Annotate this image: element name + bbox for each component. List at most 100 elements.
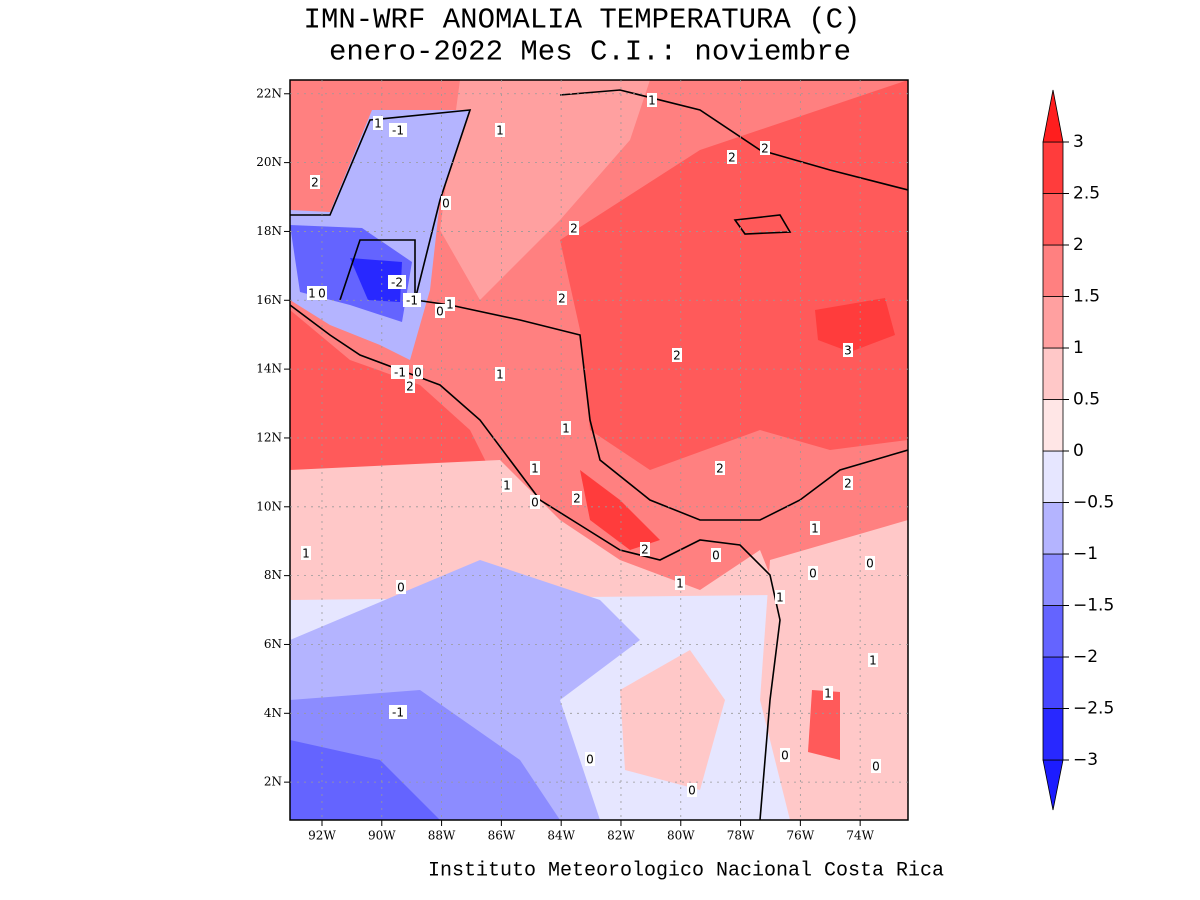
contour-label-bg xyxy=(672,348,682,362)
lat-tick-label: 22N xyxy=(256,86,282,100)
field-mild xyxy=(440,80,650,300)
lon-tick-label: 90W xyxy=(368,829,396,843)
colorbar-swatch xyxy=(1042,708,1064,761)
contour-label-bg xyxy=(687,783,697,797)
contour-label-bg xyxy=(711,548,721,562)
contour-label-bg xyxy=(823,686,833,700)
contour-label-bg xyxy=(388,275,406,289)
contour-label: 2 xyxy=(311,176,319,190)
colorbar-arrow-high xyxy=(1042,89,1064,143)
lat-tick-label: 10N xyxy=(256,499,282,513)
contour-label: 1 xyxy=(562,422,570,436)
contour-label: 1 xyxy=(776,591,784,605)
contour-label: 0 xyxy=(872,760,880,774)
contour-label-bg xyxy=(572,491,582,505)
colorbar-swatch xyxy=(1042,296,1064,349)
lon-tick-label: 82W xyxy=(607,829,635,843)
contour-label-bg xyxy=(865,556,875,570)
contour-label-bg xyxy=(373,116,383,130)
contour-label-bg xyxy=(808,566,818,580)
contour-label: 2 xyxy=(716,462,724,476)
contour-label: 0 xyxy=(436,305,444,319)
field-pink xyxy=(760,520,908,820)
contour-label: 0 xyxy=(781,749,789,763)
contour-label: 2 xyxy=(673,349,681,363)
contour-label-bg xyxy=(445,297,455,311)
contour-label: 1 xyxy=(676,577,684,591)
contour-label-bg xyxy=(389,705,407,719)
contour-label-bg xyxy=(495,367,505,381)
contour-label: 1 xyxy=(308,287,316,301)
contour-label-bg xyxy=(435,304,445,318)
contour-label: 0 xyxy=(442,197,450,211)
lat-tick-label: 4N xyxy=(264,706,282,720)
colorbar-swatch xyxy=(1042,347,1064,400)
lon-tick-label: 74W xyxy=(846,829,874,843)
colorbar-label: 1 xyxy=(1073,338,1084,358)
colorbar-label: 0.5 xyxy=(1073,390,1100,410)
contour-label-bg xyxy=(569,221,579,235)
contour-label: 0 xyxy=(414,366,422,380)
contour-label-bg xyxy=(561,421,571,435)
field-coldest xyxy=(350,258,402,302)
contour-label: 0 xyxy=(531,496,539,510)
colorbar-arrow-low xyxy=(1042,759,1064,811)
contour-label-bg xyxy=(727,150,737,164)
contour-label: 1 xyxy=(648,94,656,108)
contour-label: -1 xyxy=(406,294,418,308)
contour-label: 0 xyxy=(809,567,817,581)
colorbar-label: 3 xyxy=(1073,132,1084,152)
contour-label-bg xyxy=(871,759,881,773)
contour-label-bg xyxy=(715,461,725,475)
contour-label-bg xyxy=(585,752,595,766)
contour-label-bg xyxy=(391,365,409,379)
contour-label: -1 xyxy=(392,706,404,720)
lat-tick-label: 18N xyxy=(256,224,282,238)
map-frame xyxy=(289,79,909,821)
lat-tick-label: 2N xyxy=(264,775,282,789)
contour-label: 1 xyxy=(446,298,454,312)
lat-tick-label: 20N xyxy=(256,155,282,169)
contour-label-bg xyxy=(441,196,451,210)
contour-label-bg xyxy=(843,476,853,490)
lon-tick-label: 80W xyxy=(667,829,695,843)
contour-label-bg xyxy=(413,365,423,379)
lat-tick-label: 12N xyxy=(256,430,282,444)
colorbar-swatch xyxy=(1042,399,1064,452)
contour-label: 1 xyxy=(869,654,877,668)
colorbar-swatch xyxy=(1042,502,1064,555)
contour-label-bg xyxy=(307,286,317,300)
contour-label: 0 xyxy=(688,784,696,798)
colorbar-swatch xyxy=(1042,141,1064,194)
contour-label: 0 xyxy=(866,557,874,571)
contour-label: 0 xyxy=(712,549,720,563)
colorbar-swatch xyxy=(1042,193,1064,246)
coastline xyxy=(290,304,781,820)
colorbar-label: −2 xyxy=(1073,647,1098,667)
contour-label: 2 xyxy=(558,292,566,306)
contour-label: -1 xyxy=(394,366,406,380)
contour-label-bg xyxy=(403,293,421,307)
contour-label: 0 xyxy=(586,753,594,767)
colorbar-swatch xyxy=(1042,605,1064,658)
title-line-2: enero-2022 Mes C.I.: noviembre xyxy=(329,36,851,69)
colorbar-swatch xyxy=(1042,553,1064,606)
field-hot xyxy=(580,470,660,550)
contour-label: 2 xyxy=(406,380,414,394)
lat-tick-label: 6N xyxy=(264,637,282,651)
field-warm xyxy=(808,690,840,760)
contour-label: 1 xyxy=(811,522,819,536)
island-outline xyxy=(733,214,792,235)
field-warm xyxy=(290,310,490,470)
contour-label-bg xyxy=(780,748,790,762)
colorbar-label: −3 xyxy=(1073,750,1098,770)
contour-label: 1 xyxy=(496,124,504,138)
colorbar-swatch xyxy=(1042,244,1064,297)
contour-label: -2 xyxy=(391,276,403,290)
colorbar-label: 1.5 xyxy=(1073,287,1100,307)
lon-tick-label: 78W xyxy=(727,829,755,843)
colorbar-label: −2.5 xyxy=(1073,699,1114,719)
contour-label: 1 xyxy=(302,547,310,561)
credit: Instituto Meteorologico Nacional Costa R… xyxy=(428,859,944,882)
